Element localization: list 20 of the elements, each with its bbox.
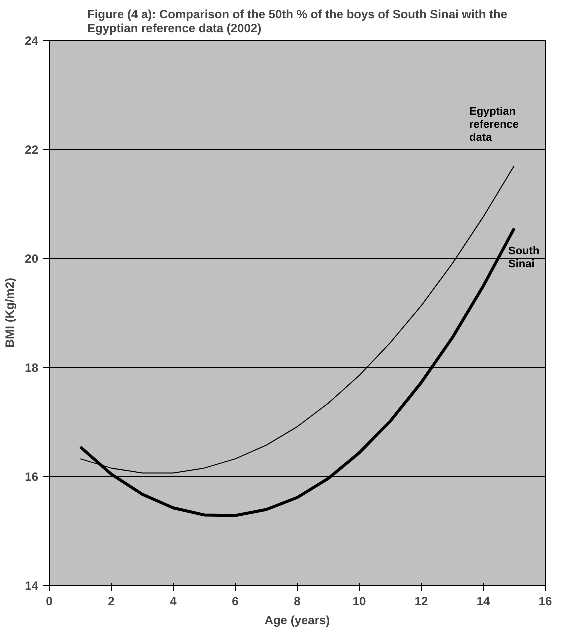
y-tick-label: 22 — [25, 143, 39, 157]
x-tick-label: 12 — [414, 594, 428, 608]
y-tick-label: 24 — [25, 34, 39, 48]
x-tick-label: 14 — [476, 594, 490, 608]
y-tick-label: 18 — [25, 361, 39, 375]
x-tick-label: 0 — [46, 594, 54, 608]
x-axis-title: Age (years) — [264, 614, 330, 628]
x-tick-label: 2 — [108, 594, 116, 608]
y-tick-label: 20 — [25, 252, 39, 266]
chart-title: Figure (4 a): Comparison of the 50th % of the boys of South Sinai with the Egyptian reference data (2002) — [87, 8, 508, 36]
x-tick-label: 10 — [352, 594, 366, 608]
x-tick-label: 8 — [294, 594, 302, 608]
series-label: South Sinai — [508, 246, 540, 271]
x-tick-label: 4 — [170, 594, 178, 608]
x-tick-label: 16 — [538, 594, 552, 608]
y-tick-label: 14 — [25, 579, 39, 593]
y-tick-label: 16 — [25, 470, 39, 484]
text: Egyptian reference data — [470, 106, 520, 144]
x-tick-label: 6 — [232, 594, 240, 608]
y-axis-title: BMI (Kg/m2) — [3, 278, 18, 348]
